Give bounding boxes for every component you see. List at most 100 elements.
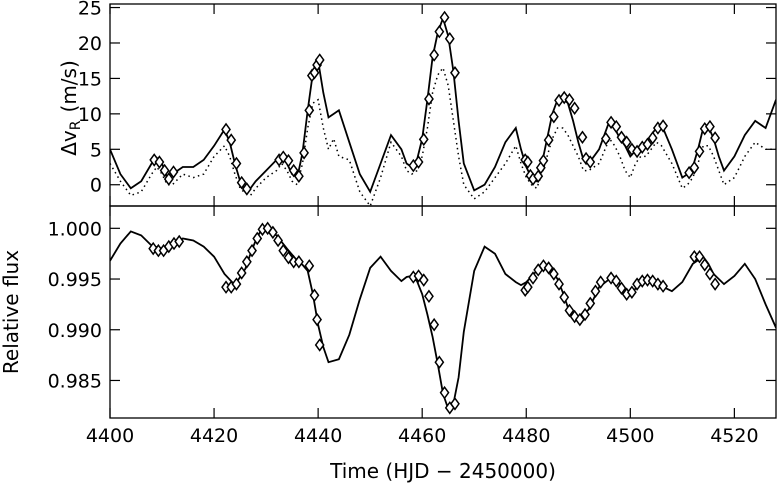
top-y-tick-label: 5 xyxy=(90,139,102,161)
bottom-data-point xyxy=(522,280,533,294)
bottom-y-axis: 0.985 0.990 0.995 1.000 xyxy=(48,218,776,392)
bottom-data-point xyxy=(247,243,257,258)
top-y-axis-title-main: Δv xyxy=(57,130,81,156)
bottom-data-point xyxy=(585,296,596,311)
bottom-data-point xyxy=(424,289,434,304)
x-tick-label: 4400 xyxy=(86,425,134,447)
top-y-axis: 0 5 10 15 20 25 xyxy=(78,0,776,197)
bottom-data-point xyxy=(439,385,450,400)
bottom-data-point xyxy=(611,274,622,288)
top-data-point xyxy=(159,163,170,178)
bottom-y-tick-label: 0.995 xyxy=(48,269,102,291)
bottom-series-solid-line xyxy=(110,227,776,411)
top-y-axis-title-unit: (m/s) xyxy=(57,60,81,112)
bottom-data-point xyxy=(293,255,304,269)
top-data-point xyxy=(642,137,653,152)
bottom-x-axis: 4400 4420 4440 4460 4480 4500 4520 xyxy=(86,206,759,447)
bottom-data-point xyxy=(450,397,460,411)
bottom-data-point xyxy=(174,234,185,249)
top-data-point xyxy=(154,155,165,169)
top-data-point xyxy=(293,169,304,184)
top-data-point xyxy=(299,146,310,160)
top-data-point xyxy=(694,144,705,159)
bottom-data-point xyxy=(543,261,554,275)
bottom-data-point xyxy=(528,271,538,285)
top-data-point xyxy=(658,119,669,133)
bottom-data-point xyxy=(314,338,325,352)
top-data-point xyxy=(585,155,596,169)
top-y-tick-label: 10 xyxy=(78,104,102,126)
bottom-data-point xyxy=(309,288,320,303)
top-data-point xyxy=(577,130,588,145)
top-panel-frame xyxy=(109,3,777,207)
bottom-data-point xyxy=(559,290,570,305)
top-data-point xyxy=(439,10,450,25)
top-data-point xyxy=(543,133,554,147)
bottom-data-point xyxy=(710,277,721,291)
top-data-point xyxy=(283,153,294,168)
bottom-y-tick-label: 1.000 xyxy=(48,218,102,240)
top-y-tick-label: 20 xyxy=(78,33,102,55)
top-data-point xyxy=(450,65,460,80)
bottom-data-point xyxy=(273,233,283,248)
bottom-data-point xyxy=(304,259,315,273)
top-y-axis-title: ΔvR (m/s) xyxy=(57,60,84,156)
x-tick-label: 4420 xyxy=(190,425,238,447)
top-data-point xyxy=(226,133,237,147)
bottom-data-point xyxy=(704,267,715,281)
top-data-point xyxy=(569,101,580,115)
bottom-data-point xyxy=(241,255,252,269)
top-data-point xyxy=(288,163,299,178)
bottom-y-axis-title: Relative flux xyxy=(0,250,23,374)
bottom-data-point xyxy=(554,277,564,291)
bottom-data-point xyxy=(658,279,669,293)
top-data-point xyxy=(304,103,315,118)
x-axis-title: Time (HJD − 2450000) xyxy=(329,459,556,483)
bottom-data-point xyxy=(252,231,263,246)
top-data-point xyxy=(548,109,559,124)
top-x-ticks xyxy=(109,4,735,206)
top-data-point xyxy=(418,132,429,147)
top-data-point xyxy=(689,160,700,175)
bottom-data-point xyxy=(429,317,440,332)
top-data-point xyxy=(429,48,440,62)
top-data-point xyxy=(163,172,174,186)
bottom-data-point xyxy=(434,355,445,369)
bottom-data-point xyxy=(580,307,590,322)
top-data-point xyxy=(231,156,242,171)
bottom-data-point xyxy=(616,281,627,295)
top-data-point xyxy=(600,131,611,146)
bottom-data-point xyxy=(626,285,637,299)
top-y-axis-title-subscript: R xyxy=(68,120,84,130)
top-data-point xyxy=(434,24,445,39)
bottom-data-point xyxy=(278,243,289,258)
top-data-point xyxy=(704,119,715,134)
bottom-data-point xyxy=(694,249,705,264)
bottom-panel: 0.985 0.990 0.995 1.000 4400 4420 4440 4460 448… xyxy=(0,205,777,483)
bottom-data-point xyxy=(418,273,429,287)
bottom-y-tick-label: 0.990 xyxy=(48,320,102,342)
top-data-point xyxy=(538,153,549,168)
top-data-point xyxy=(168,165,179,179)
top-data-point xyxy=(611,119,622,134)
top-data-point xyxy=(424,92,434,106)
bottom-data-point xyxy=(236,266,247,280)
bottom-data-point xyxy=(548,267,559,281)
bottom-data-point xyxy=(564,303,575,318)
bottom-data-point xyxy=(231,277,242,291)
top-series-dotted-line xyxy=(110,66,776,206)
x-tick-label: 4460 xyxy=(398,425,446,447)
top-y-tick-label: 15 xyxy=(78,68,102,90)
top-data-point xyxy=(710,131,721,145)
top-data-point xyxy=(413,155,424,169)
top-data-point xyxy=(444,31,455,46)
x-tick-label: 4480 xyxy=(502,425,550,447)
top-data-point xyxy=(241,182,252,196)
bottom-data-point xyxy=(590,284,601,298)
top-data-point xyxy=(522,155,533,169)
bottom-data-point xyxy=(312,312,323,327)
bottom-data-point xyxy=(699,258,710,272)
top-panel: 0 5 10 15 20 25 ΔvR (m/s) xyxy=(57,0,777,207)
x-tick-label: 4500 xyxy=(606,425,654,447)
